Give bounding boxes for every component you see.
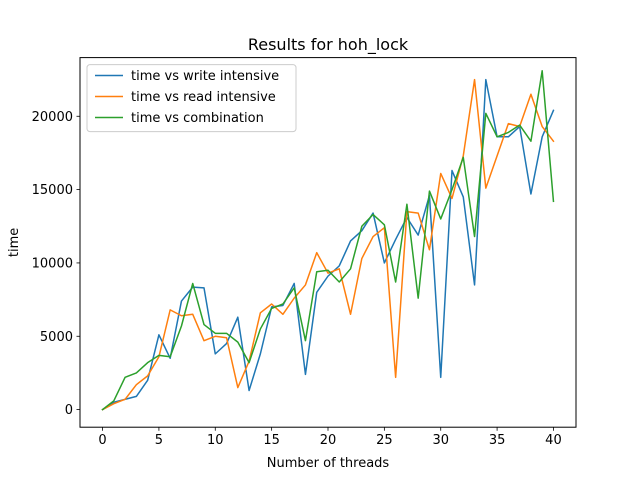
x-tick-label: 10 [207, 433, 224, 448]
y-tick-label: 15000 [32, 183, 73, 198]
series-layer [101, 70, 555, 411]
legend-label-3: time vs combination [131, 111, 264, 126]
x-tick-label: 35 [489, 433, 506, 448]
legend-box [86, 64, 297, 133]
x-tick-label: 40 [545, 433, 562, 448]
x-tick-label: 25 [376, 433, 393, 448]
y-axis-label: time [7, 228, 22, 257]
x-axis: 0 5 10 15 20 25 30 35 40 [98, 427, 562, 448]
x-tick-label: 20 [320, 433, 337, 448]
series-line-3 [101, 70, 555, 411]
y-tick-label: 5000 [40, 330, 73, 345]
x-tick-label: 0 [98, 433, 106, 448]
legend-label-2: time vs read intensive [131, 90, 276, 105]
x-axis-label: Number of threads [267, 456, 390, 471]
legend: time vs write intensive time vs read inte… [86, 64, 297, 133]
series-line-2 [101, 78, 555, 411]
chart-title: Results for hoh_lock [248, 35, 409, 55]
legend-label-1: time vs write intensive [131, 69, 279, 84]
x-tick-label: 5 [155, 433, 163, 448]
series-line-1 [101, 78, 555, 411]
y-tick-label: 0 [65, 403, 73, 418]
x-tick-label: 15 [263, 433, 280, 448]
y-tick-label: 20000 [32, 110, 73, 125]
y-axis: 0 5000 10000 15000 20000 [32, 110, 80, 418]
y-tick-label: 10000 [32, 256, 73, 271]
x-tick-label: 30 [432, 433, 449, 448]
